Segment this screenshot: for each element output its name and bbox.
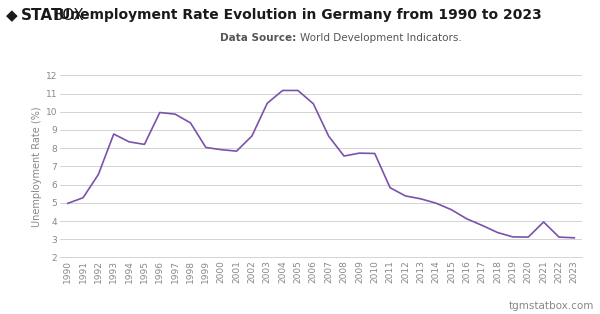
Text: STAT: STAT: [21, 8, 62, 23]
Text: Unemployment Rate Evolution in Germany from 1990 to 2023: Unemployment Rate Evolution in Germany f…: [59, 8, 541, 22]
Text: Data Source:: Data Source:: [220, 33, 300, 43]
Text: ◆: ◆: [6, 8, 23, 23]
Y-axis label: Unemployment Rate (%): Unemployment Rate (%): [32, 106, 41, 227]
Text: tgmstatbox.com: tgmstatbox.com: [509, 301, 594, 311]
Text: World Development Indicators.: World Development Indicators.: [300, 33, 462, 43]
Text: BOX: BOX: [53, 8, 85, 23]
